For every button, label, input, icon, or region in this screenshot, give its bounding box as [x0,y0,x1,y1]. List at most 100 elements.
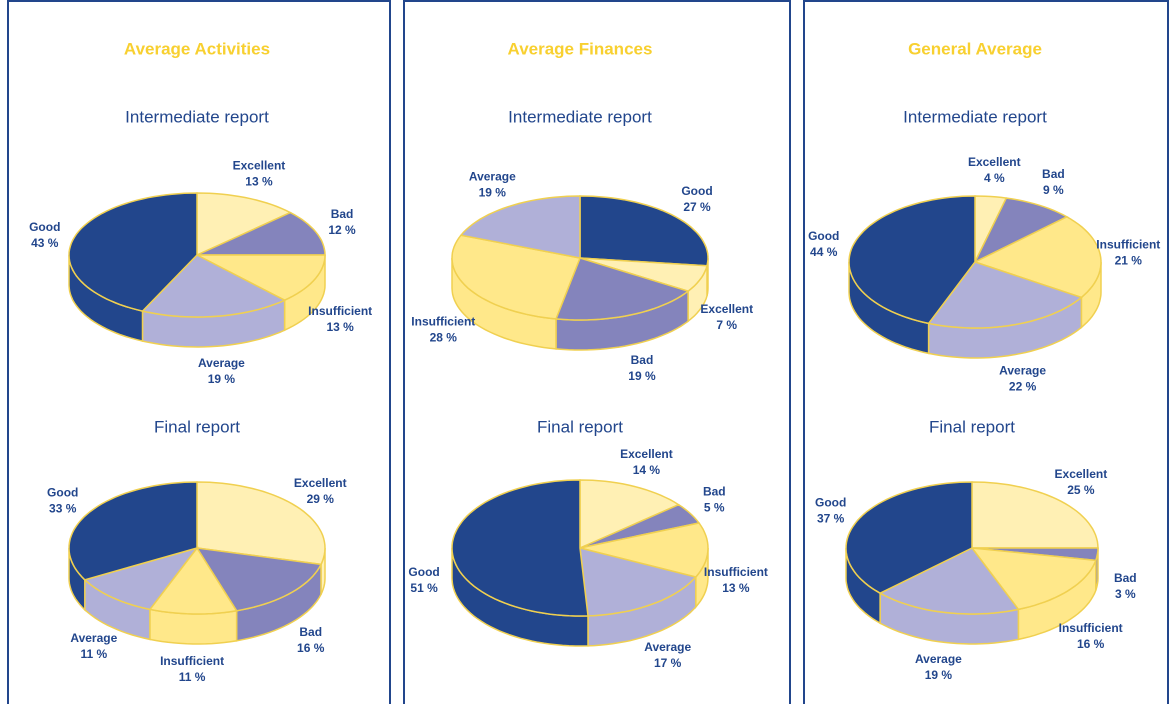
slice-value: 3 % [1115,587,1136,601]
slice-value: 12 % [328,223,356,237]
pie-slice [971,481,1099,549]
slice-category: Bad [703,484,726,498]
slice-category: Excellent [233,158,286,172]
pie-slice [579,195,709,267]
slice-category: Average [915,652,962,666]
slice-category: Bad [1114,571,1137,585]
slice-value: 9 % [1043,183,1064,197]
pie-slice [68,481,198,581]
pie-slice [195,547,323,612]
pie-slice [196,211,326,256]
slice-category: Average [644,640,691,654]
pie-slice [451,234,582,320]
slice-category: Good [808,229,839,243]
slice-category: Excellent [968,155,1021,169]
slice-category: Average [469,169,516,183]
chart-subtitle: Intermediate report [508,107,652,126]
slice-value: 19 % [925,668,953,682]
pie-tops [451,195,709,321]
slice-category: Insufficient [1059,621,1123,635]
pie-sides [68,547,326,645]
slice-category: Excellent [700,302,753,316]
slice-value: 11 % [80,647,107,661]
slice-value: 27 % [683,200,711,214]
slice-value: 19 % [628,369,656,383]
pie-slice [196,481,326,566]
slice-category: Good [29,220,60,234]
slice-category: Good [408,565,439,579]
slice-value: 16 % [297,641,325,655]
slice-category: Insufficient [1096,238,1160,252]
pie-slice [845,481,973,595]
slice-category: Excellent [294,476,347,490]
pie-slice [579,522,709,578]
slice-value: 14 % [633,463,661,477]
pie-tops [68,192,326,318]
pie-slice [141,254,287,318]
pie-slice [579,257,708,293]
slice-category: Bad [299,625,322,639]
slice-value: 11 % [179,670,206,684]
slice-category: Bad [1042,167,1065,181]
slice-category: Insufficient [704,565,768,579]
pie-slice [196,254,326,302]
panel-title: Average Finances [508,39,653,58]
chart-subtitle: Intermediate report [903,107,1047,126]
pie-slice [196,192,293,257]
pie-tops [845,481,1099,615]
pie-slice [68,192,198,312]
panel [803,0,1169,704]
pie-slice [451,479,589,617]
slice-category: Insufficient [308,304,372,318]
pie-slice [927,261,1083,329]
pie-tops [451,479,709,617]
chart-subtitle: Intermediate report [125,107,269,126]
panel [403,0,791,704]
pie-slice [878,547,1020,615]
slice-value: 13 % [722,581,750,595]
pie-slice [973,215,1102,299]
slice-value: 37 % [817,512,845,526]
slice-category: Bad [331,207,354,221]
slice-category: Good [681,184,712,198]
slice-value: 19 % [208,372,236,386]
chart-subtitle: Final report [929,417,1015,436]
slice-value: 51 % [410,581,438,595]
panel [7,0,391,704]
pie-slice [459,195,581,259]
slice-category: Average [198,356,245,370]
slice-value: 13 % [326,320,354,334]
slice-value: 22 % [1009,380,1037,394]
pie-slice [579,547,698,617]
slice-value: 17 % [654,656,682,670]
slice-category: Insufficient [411,315,475,329]
slice-category: Excellent [620,447,673,461]
slice-value: 33 % [49,501,77,515]
slice-value: 13 % [245,174,273,188]
slice-category: Good [47,485,78,499]
panel-title: Average Activities [124,39,270,58]
pie-slice [579,479,681,550]
slice-value: 7 % [716,318,737,332]
slice-value: 29 % [307,492,335,506]
slice-value: 28 % [430,331,458,345]
slice-category: Average [999,364,1046,378]
slice-value: 25 % [1067,483,1095,497]
slice-value: 21 % [1115,254,1143,268]
pie-slice [579,503,701,549]
slice-category: Bad [631,353,654,367]
slice-value: 5 % [704,500,725,514]
slice-value: 44 % [810,245,838,259]
pie-slice [148,546,238,615]
slice-value: 19 % [479,185,507,199]
slice-category: Insufficient [160,654,224,668]
slice-value: 4 % [984,171,1005,185]
slice-category: Good [815,496,846,510]
pie-slice [973,197,1069,264]
chart-subtitle: Final report [154,417,240,436]
slice-value: 16 % [1077,637,1105,651]
panel-title: General Average [908,39,1042,58]
chart-subtitle: Final report [537,417,623,436]
slice-category: Average [70,631,117,645]
